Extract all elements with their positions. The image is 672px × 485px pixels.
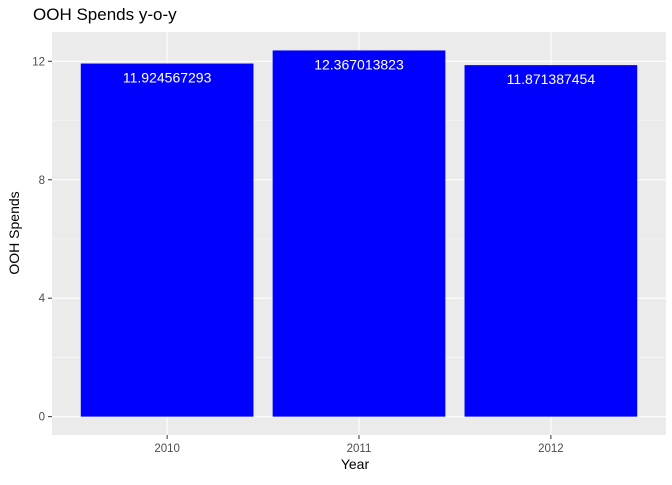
y-tick-label: 0 <box>39 412 45 424</box>
x-axis-title: Year <box>341 456 370 472</box>
bar <box>272 50 446 417</box>
data-label: 11.924567293 <box>123 70 212 86</box>
data-label: 11.871387454 <box>507 71 596 87</box>
data-labels-layer: 11.924567293 12.367013823 11.871387454 <box>123 56 595 87</box>
bar <box>464 65 638 417</box>
chart-title: OOH Spends y-o-y <box>33 5 177 24</box>
bar <box>80 63 254 417</box>
x-tick-label: 2011 <box>347 443 372 455</box>
y-tick-label: 4 <box>39 293 46 305</box>
y-axis-ticks: 0 4 8 12 <box>32 56 52 424</box>
data-label: 12.367013823 <box>314 56 404 72</box>
x-tick-label: 2010 <box>154 443 180 455</box>
x-tick-label: 2012 <box>538 443 564 455</box>
bars-layer <box>80 50 638 417</box>
y-tick-label: 12 <box>32 56 45 68</box>
y-tick-label: 8 <box>39 175 45 187</box>
y-axis-title: OOH Spends <box>6 191 22 274</box>
x-axis-ticks: 2010 2011 2012 <box>154 435 564 455</box>
